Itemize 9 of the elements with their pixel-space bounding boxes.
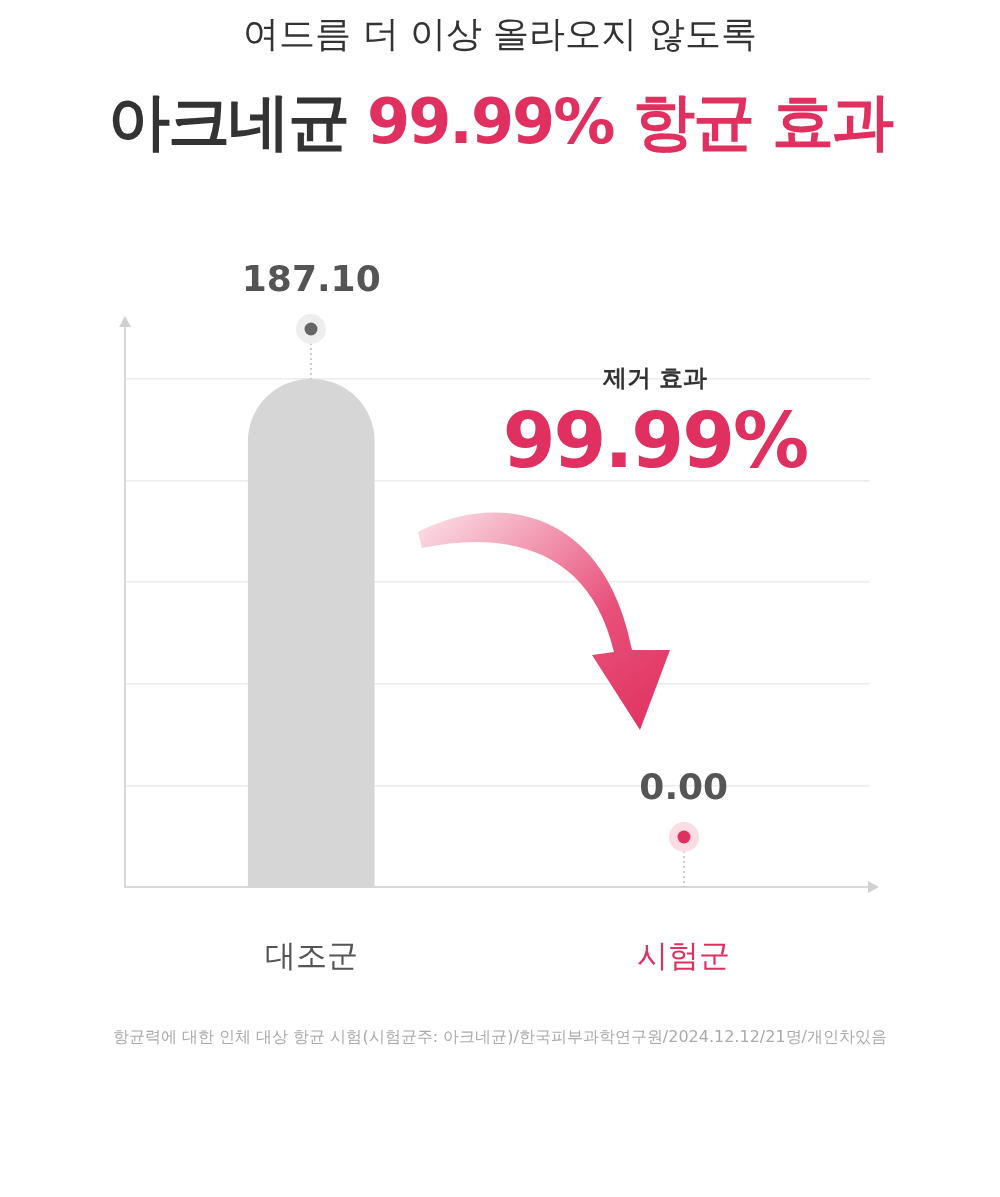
annotation: 제거 효과 [601, 363, 709, 394]
x-tick-label: 시험군 [637, 936, 731, 973]
annotation: 99.99% [501, 396, 809, 485]
chart-title: 아크네균 99.99% 항균 효과 [107, 85, 893, 158]
x-tick-label: 대조군 [264, 936, 358, 973]
chart-subtitle: 여드름 더 이상 올라오지 않도록 [242, 12, 758, 56]
data-label: 187.10 [241, 258, 381, 300]
data-label: 0.00 [639, 766, 729, 807]
text: 항균력에 대한 인체 대상 항균 시험(시험균주: 아크네균)/한국피부과학연구원/2024.12.12/21명/개인차있음 [112, 1027, 888, 1048]
